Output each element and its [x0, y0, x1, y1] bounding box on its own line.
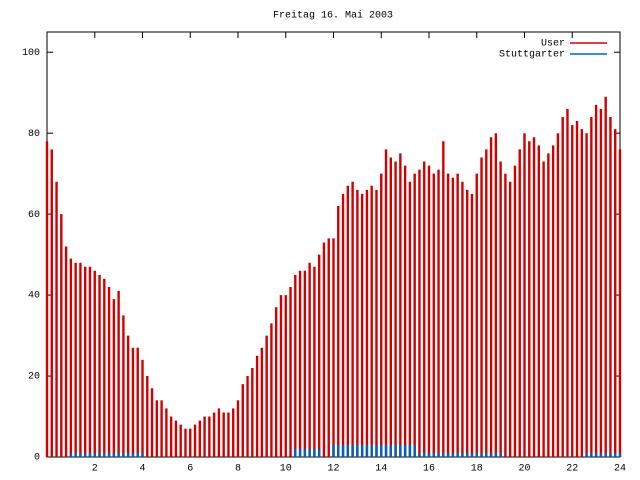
y-tick-label: 40: [28, 291, 40, 302]
legend-label: Stuttgarter: [499, 50, 565, 61]
y-tick-label: 20: [28, 372, 40, 383]
x-tick-label: 16: [423, 464, 435, 475]
y-tick-label: 80: [28, 129, 40, 140]
x-tick-label: 20: [518, 464, 530, 475]
legend-label: User: [541, 39, 565, 50]
chart-title: Freitag 16. Mai 2003: [273, 10, 393, 22]
x-tick-label: 12: [327, 464, 339, 475]
y-tick-label: 100: [22, 48, 40, 59]
x-tick-label: 6: [187, 464, 193, 475]
x-tick-label: 8: [235, 464, 241, 475]
x-tick-label: 18: [471, 464, 483, 475]
y-tick-label: 0: [34, 453, 40, 464]
x-tick-label: 14: [375, 464, 387, 475]
x-tick-label: 2: [92, 464, 98, 475]
x-tick-label: 10: [280, 464, 292, 475]
x-tick-label: 4: [139, 464, 145, 475]
x-tick-label: 22: [566, 464, 578, 475]
y-tick-label: 60: [28, 210, 40, 221]
x-tick-label: 24: [614, 464, 626, 475]
